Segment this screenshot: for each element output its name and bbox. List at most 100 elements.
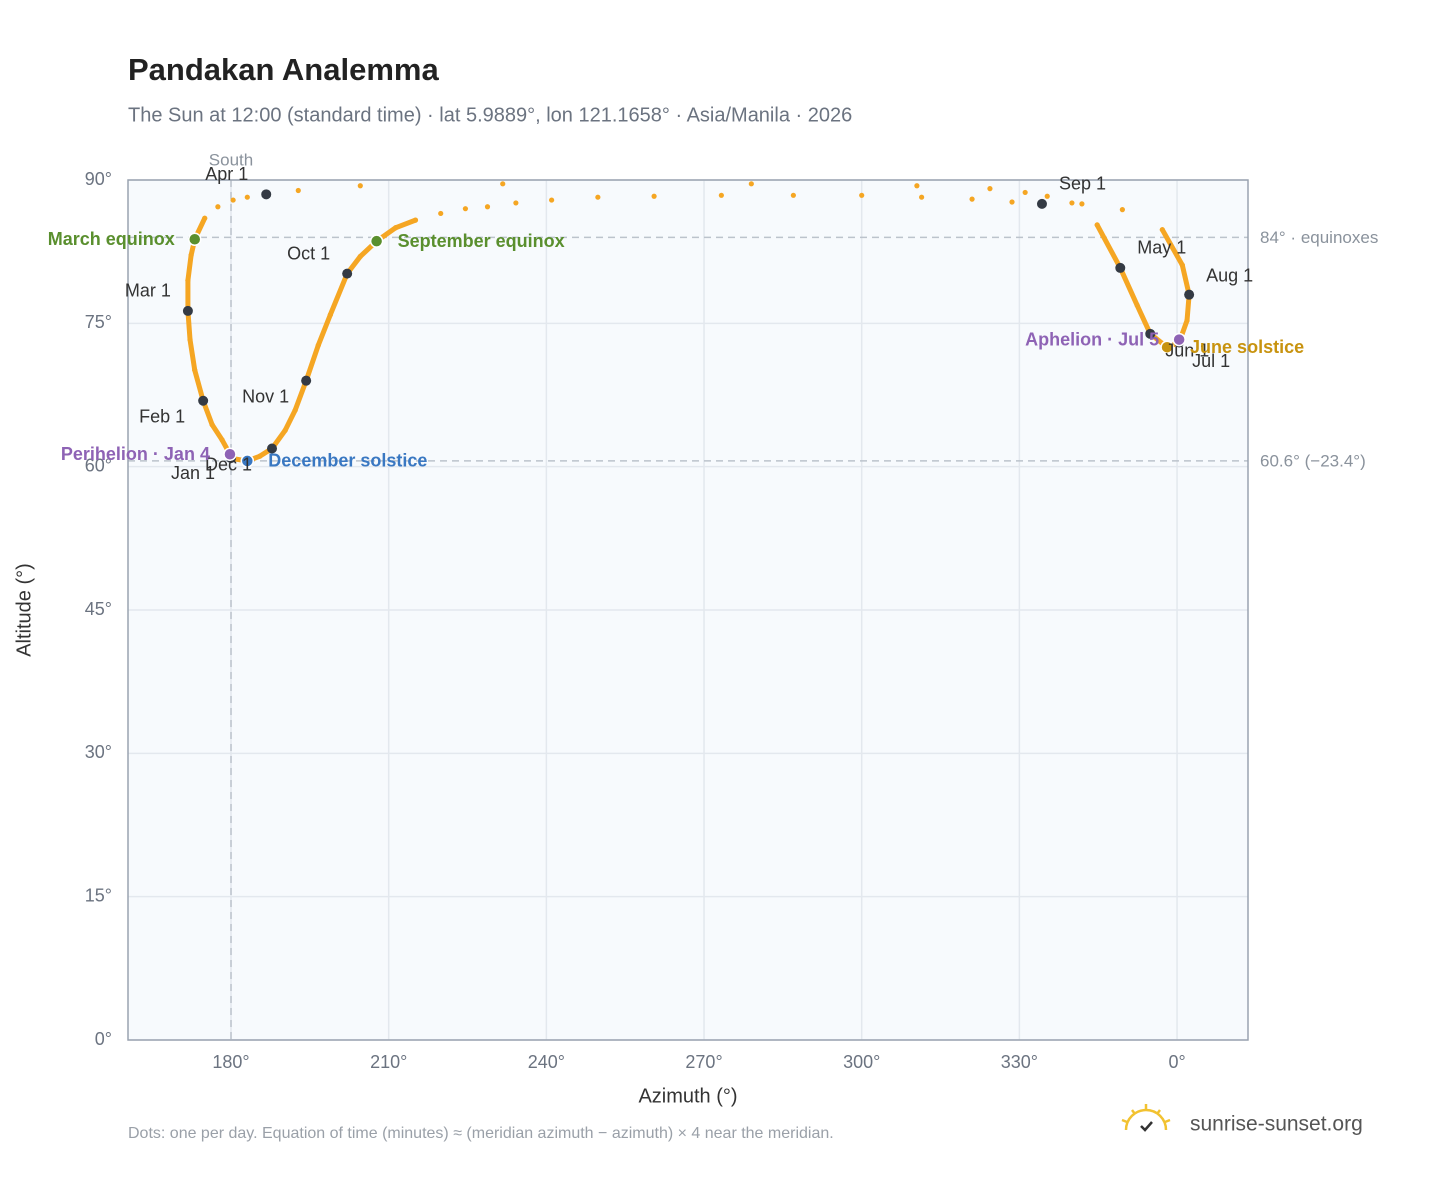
x-axis-title: Azimuth (°): [638, 1085, 737, 1107]
daily-dot: [500, 181, 506, 187]
daily-dot: [595, 194, 601, 200]
y-tick-label: 75°: [85, 312, 112, 332]
chart-subtitle: The Sun at 12:00 (standard time) · lat 5…: [128, 104, 852, 126]
month-marker: [1036, 198, 1047, 209]
event-marker: [1172, 332, 1186, 347]
month-marker: [261, 189, 272, 200]
event-marker: [369, 234, 384, 248]
daily-dot: [1044, 193, 1050, 199]
analemma-segment: [209, 422, 225, 443]
x-tick-label: 180°: [212, 1052, 249, 1072]
x-tick-label: 300°: [843, 1052, 880, 1072]
grid: [128, 179, 1248, 1041]
daily-dot: [392, 225, 399, 231]
y-axis-title: Altitude (°): [13, 563, 35, 657]
month-marker: [1145, 328, 1156, 339]
month-marker: [1115, 262, 1126, 273]
daily-dot: [513, 200, 519, 206]
daily-dot: [1079, 201, 1085, 207]
daily-dot: [790, 192, 796, 198]
y-tick-label: 60°: [85, 455, 112, 475]
month-label: Jul 1: [1192, 351, 1230, 371]
daily-dot: [987, 186, 993, 192]
event-label: June solstice: [1190, 337, 1304, 357]
daily-dot: [859, 192, 865, 198]
month-label: Oct 1: [287, 243, 330, 263]
analemma-segment: [1094, 222, 1123, 271]
y-tick-label: 30°: [85, 742, 112, 762]
daily-dot: [1094, 222, 1100, 228]
event-marker: [187, 232, 202, 246]
daily-dot: [438, 210, 444, 217]
daily-dot: [282, 427, 288, 433]
month-label: Nov 1: [242, 386, 289, 406]
month-label: Dec 1: [205, 454, 252, 474]
daily-dot: [357, 183, 363, 189]
analemma-segment: [282, 407, 298, 433]
daily-dot: [484, 204, 491, 210]
month-label: Apr 1: [205, 164, 248, 184]
x-tick-label: 210°: [370, 1052, 407, 1072]
event-marker: [223, 447, 237, 461]
event-marker: [240, 454, 255, 468]
month-marker: [182, 305, 193, 316]
analemma-segment: [185, 252, 194, 283]
daily-dot: [914, 183, 920, 189]
x-tick-label: 0°: [1168, 1052, 1185, 1072]
reference-label: South: [209, 150, 253, 169]
month-label: Mar 1: [125, 281, 171, 301]
event-label: Aphelion · Jul 5: [1025, 329, 1159, 349]
month-marker: [198, 395, 209, 406]
daily-dot: [412, 217, 419, 223]
brand-logo: [1121, 1104, 1171, 1132]
analemma-segment: [315, 312, 333, 348]
daily-dot: [257, 453, 263, 459]
daily-dot: [1119, 207, 1125, 213]
chart-title: Pandakan Analemma: [128, 52, 439, 87]
daily-dot: [748, 181, 754, 187]
daily-dot: [292, 407, 298, 413]
daily-dot: [1069, 200, 1075, 206]
daily-dot: [295, 187, 301, 194]
daily-dot: [919, 194, 925, 200]
daily-dot: [219, 437, 225, 443]
month-marker: [267, 443, 278, 454]
footnote: Dots: one per day. Equation of time (min…: [128, 1125, 834, 1142]
daily-dot: [244, 194, 250, 200]
x-tick-label: 240°: [528, 1052, 565, 1072]
daily-dot: [651, 193, 657, 199]
daily-dot: [1022, 189, 1028, 196]
daily-dot: [202, 215, 208, 221]
daily-dot: [188, 252, 194, 259]
daily-dot: [185, 277, 191, 283]
daily-dot: [1134, 302, 1140, 308]
daily-dot: [1159, 227, 1165, 233]
month-marker: [301, 375, 312, 386]
month-label: Jan 1: [171, 463, 215, 483]
y-tick-label: 90°: [85, 169, 112, 189]
daily-dot: [718, 192, 724, 198]
y-tick-label: 0°: [95, 1029, 112, 1049]
daily-dot: [209, 422, 215, 428]
event-label: December solstice: [268, 451, 427, 471]
month-marker: [342, 268, 353, 279]
analemma-segment: [1159, 227, 1185, 268]
x-tick-label: 270°: [685, 1052, 722, 1072]
event-label: September equinox: [398, 231, 565, 251]
brand: sunrise-sunset.org: [1190, 1113, 1363, 1136]
daily-dot: [1179, 262, 1185, 268]
daily-dot: [230, 197, 236, 203]
y-tick-label: 15°: [85, 885, 112, 905]
daily-dot: [315, 342, 321, 348]
daily-dot: [192, 367, 198, 373]
analemma-segment: [303, 342, 321, 384]
analemma-segment: [187, 337, 198, 373]
daily-dot: [187, 336, 193, 343]
daily-dot: [969, 196, 975, 202]
month-label: May 1: [1137, 238, 1186, 258]
analemma-segment: [292, 378, 309, 413]
daily-dot: [1184, 317, 1190, 324]
month-label: Sep 1: [1059, 174, 1106, 194]
analemma-segment: [393, 217, 418, 231]
